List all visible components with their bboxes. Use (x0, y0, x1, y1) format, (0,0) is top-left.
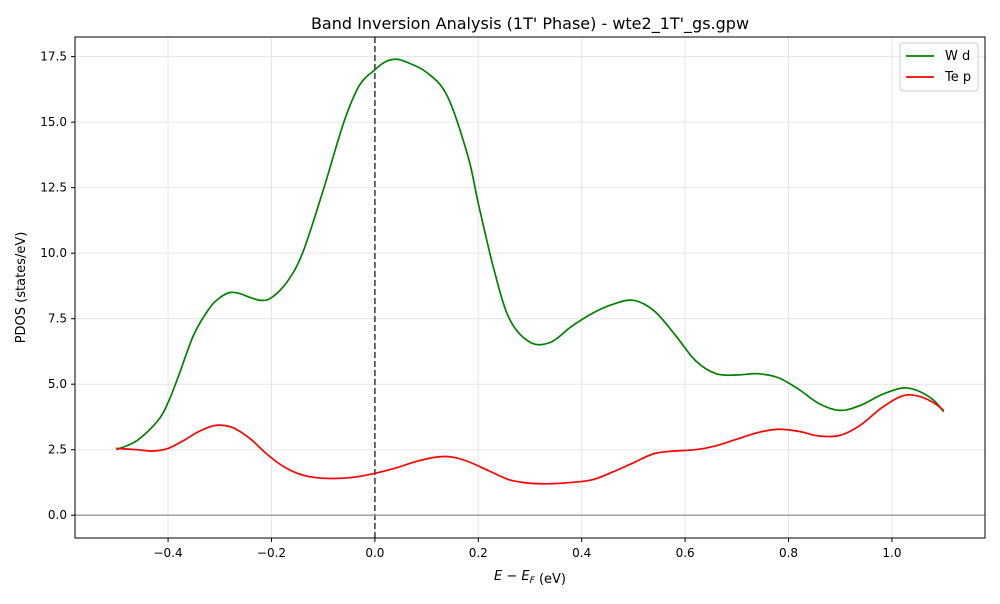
series-line-te-p (116, 393, 945, 485)
series-layer (116, 58, 945, 485)
x-tick-label: 0.6 (676, 546, 695, 560)
x-tick-label: −0.4 (153, 546, 182, 560)
y-tick-label: 0.0 (48, 508, 67, 522)
legend-box (899, 42, 979, 92)
reference-lines (75, 37, 985, 538)
axes-frame (74, 36, 986, 539)
y-tick-label: 15.0 (40, 115, 67, 129)
y-tick-label: 7.5 (48, 312, 67, 326)
x-tick-label: 0.0 (365, 546, 384, 560)
y-tick-label: 17.5 (40, 50, 67, 64)
x-tick-label: 1.0 (882, 546, 901, 560)
tick-layer: −0.4 −0.2 0.0 0.2 0.4 0.6 0.8 1.0 0.0 2.5 5.0 7.5 10… (40, 50, 901, 560)
x-tick-label: −0.2 (257, 546, 286, 560)
legend: W d Te p (899, 42, 979, 92)
y-tick-label: 12.5 (40, 181, 67, 195)
y-tick-label: 10.0 (40, 246, 67, 260)
y-axis-label: PDOS (states/eV) (14, 232, 29, 344)
x-axis-label: E − EF (eV) (494, 569, 566, 587)
series-line-w-d (116, 58, 945, 451)
x-tick-label: 0.4 (572, 546, 591, 560)
legend-label: W d (945, 49, 970, 64)
y-tick-label: 2.5 (48, 443, 67, 457)
legend-label: Te p (944, 70, 971, 85)
grid-layer (75, 37, 985, 538)
x-tick-label: 0.8 (779, 546, 798, 560)
chart-title: Band Inversion Analysis (1T' Phase) - wt… (311, 14, 749, 34)
y-tick-label: 5.0 (48, 377, 67, 391)
x-tick-label: 0.2 (469, 546, 488, 560)
